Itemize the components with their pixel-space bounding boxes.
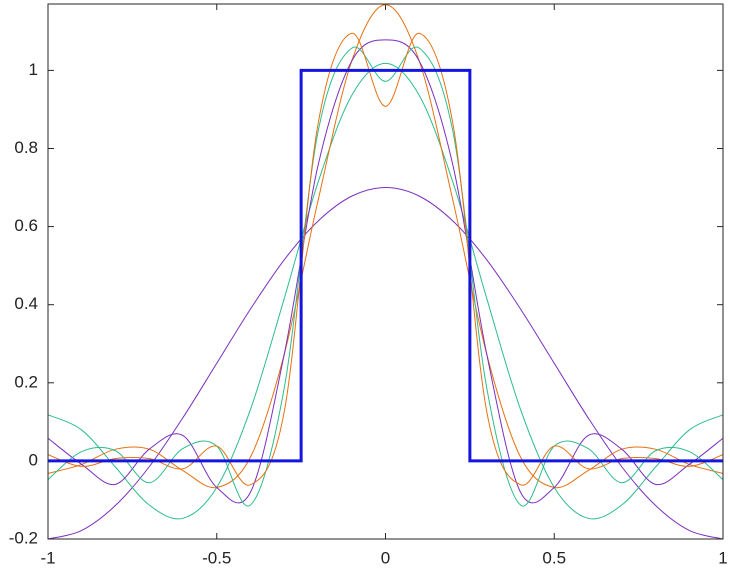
plot-area <box>48 4 723 539</box>
series-line <box>48 62 723 520</box>
x-tick-label: -0.5 <box>202 548 231 567</box>
y-tick-label: 0 <box>29 450 38 469</box>
axes-box <box>47 3 724 540</box>
y-tick-label: 0.4 <box>14 294 38 313</box>
y-tick-label: 0.8 <box>14 138 38 157</box>
series-line <box>48 39 723 504</box>
y-tick-label: 0.6 <box>14 216 38 235</box>
y-tick-label: 1 <box>29 60 38 79</box>
series-line <box>48 32 723 486</box>
series-line <box>48 68 723 463</box>
y-tick-label: 0.2 <box>14 372 38 391</box>
x-tick-label: 0.5 <box>542 548 566 567</box>
x-tick-label: -1 <box>40 548 55 567</box>
series-line <box>48 46 723 507</box>
x-tick-label: 0 <box>381 548 390 567</box>
series-line <box>48 4 723 489</box>
series-line <box>48 187 723 539</box>
y-tick-label: -0.2 <box>9 528 38 547</box>
x-tick-label: 1 <box>718 548 727 567</box>
